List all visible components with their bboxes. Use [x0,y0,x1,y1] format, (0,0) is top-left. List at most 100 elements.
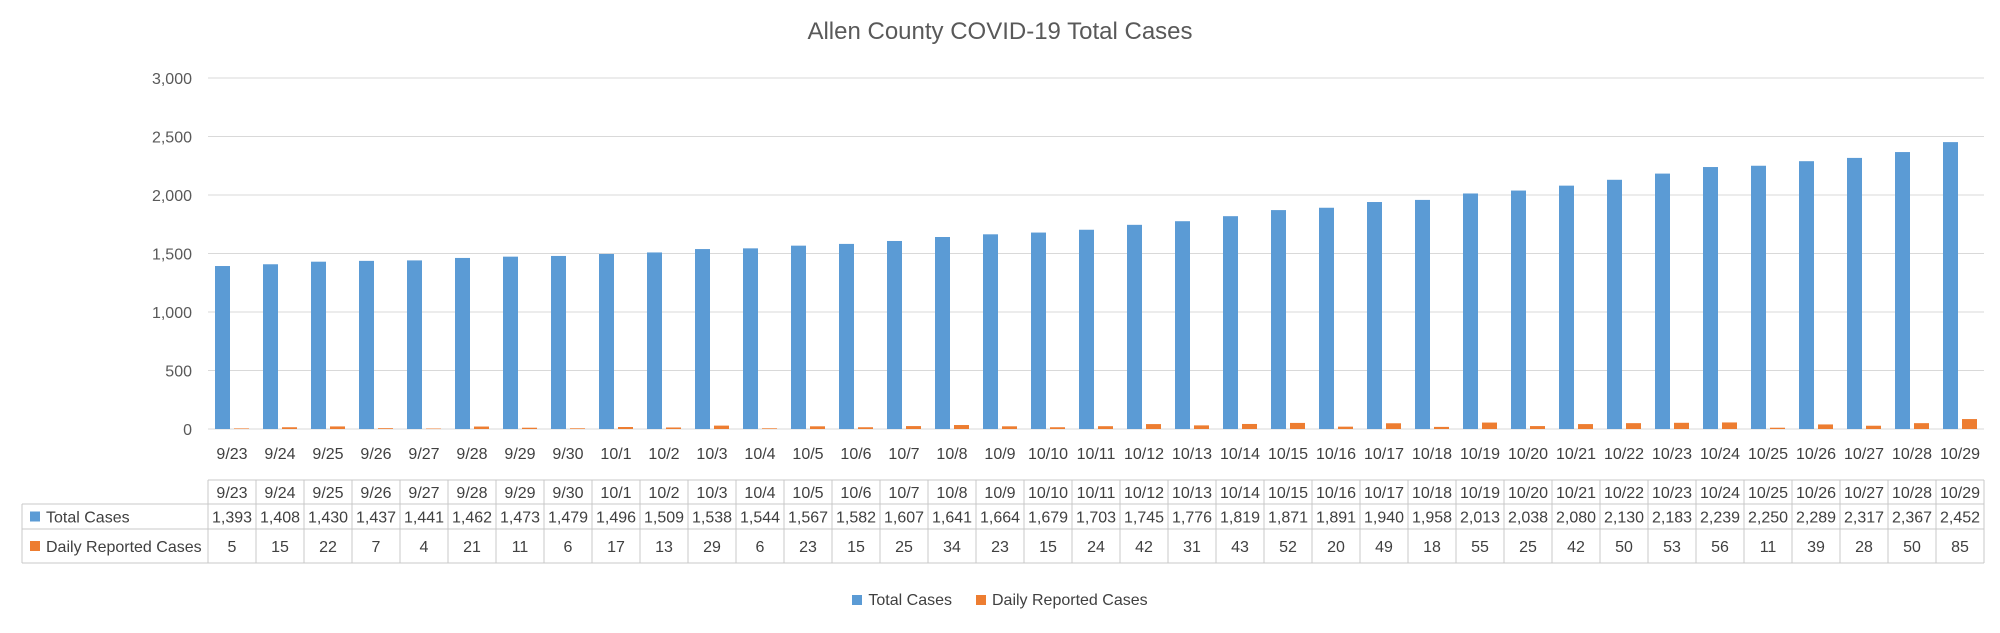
table-value-cell: 1,479 [548,510,588,527]
table-value-cell: 23 [799,539,817,556]
x-tick-label: 10/20 [1508,446,1548,463]
bar-total-cases [599,253,614,429]
table-value-cell: 42 [1567,539,1585,556]
x-tick-label: 10/25 [1748,446,1788,463]
table-header-cell: 9/23 [216,485,247,502]
x-tick-label: 10/4 [744,446,775,463]
bar-total-cases [1367,202,1382,429]
bar-daily-reported-cases [858,427,873,429]
table-value-cell: 1,958 [1412,510,1452,527]
table-value-cell: 1,437 [356,510,396,527]
table-value-cell: 56 [1711,539,1729,556]
table-value-cell: 17 [607,539,625,556]
table-value-cell: 20 [1327,539,1345,556]
table-header-cell: 10/20 [1508,485,1548,502]
table-header-cell: 10/6 [840,485,871,502]
table-header-cell: 10/27 [1844,485,1884,502]
bar-total-cases [1319,207,1334,429]
table-value-cell: 1,441 [404,510,444,527]
bar-daily-reported-cases [522,427,537,429]
table-value-cell: 1,393 [212,510,252,527]
table-header-cell: 10/4 [744,485,775,502]
table-value-cell: 29 [703,539,721,556]
bar-total-cases [503,256,518,429]
bar-total-cases [1895,152,1910,429]
table-value-cell: 13 [655,539,673,556]
bar-daily-reported-cases [282,427,297,429]
bar-daily-reported-cases [1050,427,1065,429]
table-header-cell: 10/24 [1700,485,1740,502]
x-tick-label: 10/23 [1652,446,1692,463]
table-value-cell: 1,408 [260,510,300,527]
x-tick-label: 10/15 [1268,446,1308,463]
table-value-cell: 85 [1951,539,1969,556]
legend-label: Daily Reported Cases [991,592,1148,609]
bar-daily-reported-cases [1770,427,1785,429]
table-header-cell: 10/14 [1220,485,1260,502]
table-value-cell: 11 [512,539,529,556]
bar-daily-reported-cases [906,426,921,429]
table-value-cell: 1,891 [1316,510,1356,527]
table-header-cell: 10/17 [1364,485,1404,502]
bar-total-cases [1511,190,1526,429]
bar-total-cases [983,234,998,429]
bar-daily-reported-cases [1002,426,1017,429]
bar-daily-reported-cases [954,425,969,429]
table-legend-key [30,541,40,551]
table-value-cell: 6 [756,539,765,556]
x-tick-label: 10/17 [1364,446,1404,463]
bar-daily-reported-cases [1146,424,1161,429]
table-value-cell: 2,250 [1748,510,1788,527]
table-row-label: Total Cases [46,510,130,527]
table-value-cell: 2,130 [1604,510,1644,527]
bar-total-cases [839,243,854,429]
x-tick-label: 9/29 [504,446,535,463]
table-value-cell: 1,473 [500,510,540,527]
bar-daily-reported-cases [1482,422,1497,429]
bar-daily-reported-cases [762,428,777,429]
table-header-cell: 10/23 [1652,485,1692,502]
bar-total-cases [1847,157,1862,429]
table-value-cell: 1,940 [1364,510,1404,527]
bar-total-cases [1463,193,1478,429]
table-value-cell: 1,544 [740,510,780,527]
table-value-cell: 1,703 [1076,510,1116,527]
x-tick-label: 10/22 [1604,446,1644,463]
bar-total-cases [359,260,374,429]
table-header-cell: 10/28 [1892,485,1932,502]
x-tick-label: 9/27 [408,446,439,463]
x-tick-label: 10/12 [1124,446,1164,463]
table-value-cell: 2,289 [1796,510,1836,527]
table-value-cell: 1,819 [1220,510,1260,527]
bar-daily-reported-cases [330,426,345,429]
y-tick-label: 500 [165,364,192,381]
table-header-cell: 9/25 [312,485,343,502]
bar-daily-reported-cases [1386,423,1401,429]
table-value-cell: 2,038 [1508,510,1548,527]
bar-total-cases [695,249,710,429]
bar-daily-reported-cases [1722,422,1737,429]
table-value-cell: 1,462 [452,510,492,527]
table-value-cell: 1,871 [1268,510,1308,527]
x-tick-label: 9/24 [264,446,295,463]
legend-swatch [975,595,986,605]
table-value-cell: 25 [895,539,913,556]
bar-total-cases [1223,216,1238,429]
table-value-cell: 25 [1519,539,1537,556]
x-tick-label: 10/1 [600,446,631,463]
table-row-label: Daily Reported Cases [46,539,202,556]
y-tick-label: 1,500 [152,247,192,264]
x-tick-label: 9/23 [216,446,247,463]
table-header-cell: 10/15 [1268,485,1308,502]
y-tick-label: 3,000 [152,71,192,88]
table-header-cell: 9/30 [552,485,583,502]
table-value-cell: 5 [228,539,237,556]
table-value-cell: 52 [1279,539,1297,556]
table-value-cell: 2,013 [1460,510,1500,527]
table-value-cell: 22 [319,539,337,556]
table-header-cell: 10/13 [1172,485,1212,502]
x-tick-label: 10/3 [696,446,727,463]
table-header-cell: 10/8 [936,485,967,502]
table-value-cell: 2,183 [1652,510,1692,527]
